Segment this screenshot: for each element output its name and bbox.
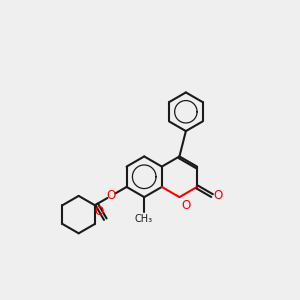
Text: O: O	[181, 199, 190, 212]
Text: O: O	[106, 189, 116, 202]
Text: O: O	[214, 189, 223, 202]
Text: CH₃: CH₃	[135, 214, 153, 224]
Text: O: O	[94, 205, 103, 218]
